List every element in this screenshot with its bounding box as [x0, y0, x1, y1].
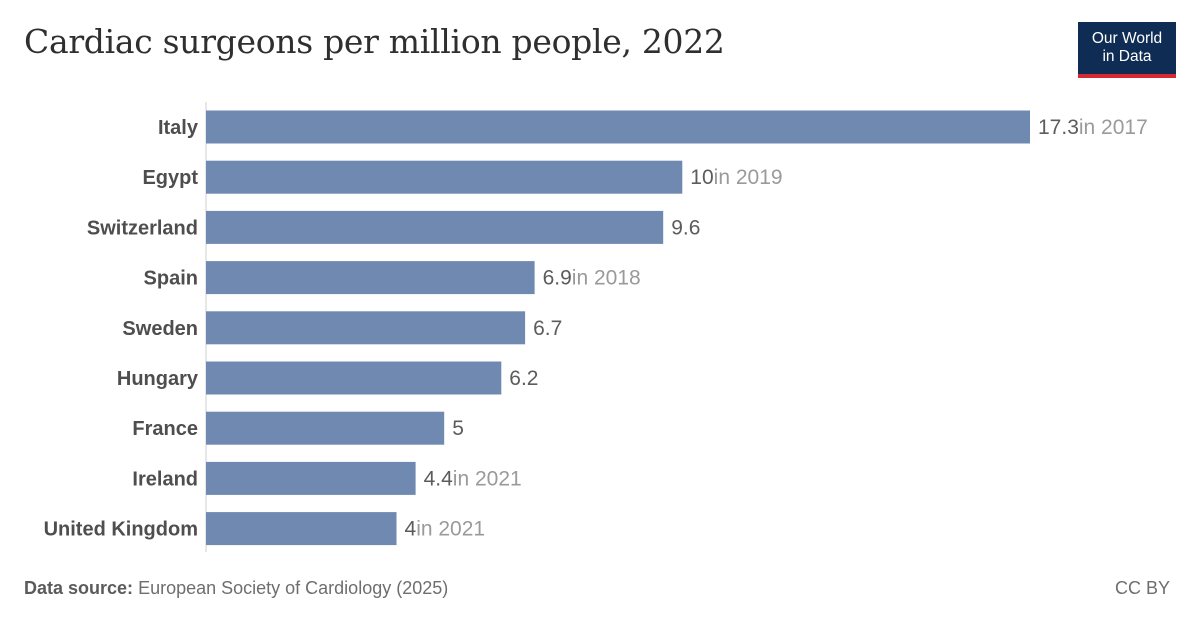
value-label-italy: 17.3in 2017 — [1038, 116, 1148, 139]
value-label-hungary: 6.2 — [509, 367, 538, 390]
owid-logo[interactable]: Our World in Data — [1078, 22, 1176, 78]
chart-title: Cardiac surgeons per million people, 202… — [24, 22, 725, 61]
bar-spain[interactable] — [206, 261, 535, 295]
bar-france[interactable] — [206, 411, 445, 445]
category-label-sweden: Sweden — [122, 318, 198, 340]
logo-line-1: Our World — [1091, 30, 1163, 47]
year-note-egypt: in 2019 — [714, 166, 783, 189]
bar-ireland[interactable] — [206, 461, 416, 495]
value-label-france: 5 — [452, 417, 464, 440]
data-source-text[interactable]: European Society of Cardiology (2025) — [138, 578, 449, 598]
bar-hungary[interactable] — [206, 361, 502, 395]
bar-egypt[interactable] — [206, 160, 683, 194]
bar-switzerland[interactable] — [206, 210, 664, 244]
bar-italy[interactable] — [206, 110, 1030, 144]
bar-sweden[interactable] — [206, 311, 526, 345]
category-label-ireland: Ireland — [132, 468, 198, 490]
year-note-ireland: in 2021 — [453, 467, 522, 490]
data-source: Data source: European Society of Cardiol… — [24, 578, 448, 599]
category-label-egypt: Egypt — [142, 167, 198, 189]
value-label-sweden: 6.7 — [533, 317, 562, 340]
value-label-spain: 6.9in 2018 — [543, 267, 641, 290]
category-label-switzerland: Switzerland — [87, 217, 198, 239]
category-label-united-kingdom: United Kingdom — [44, 519, 198, 541]
category-label-hungary: Hungary — [117, 368, 199, 390]
value-label-egypt: 10in 2019 — [690, 166, 782, 189]
value-label-switzerland: 9.6 — [671, 216, 700, 239]
bars-group: Italy 17.3in 2017 Egypt 10in 2019 Switzerlan… — [44, 110, 1148, 546]
year-note-italy: in 2017 — [1079, 116, 1148, 139]
bar-united-kingdom[interactable] — [206, 512, 397, 546]
category-label-spain: Spain — [144, 268, 198, 290]
year-note-spain: in 2018 — [572, 267, 641, 290]
license-link[interactable]: CC BY — [1114, 578, 1170, 598]
data-source-label: Data source: — [24, 578, 134, 598]
logo-line-2: in Data — [1102, 48, 1152, 65]
value-label-ireland: 4.4in 2021 — [424, 467, 522, 490]
value-label-united-kingdom: 4in 2021 — [405, 518, 486, 541]
year-note-united-kingdom: in 2021 — [416, 518, 485, 541]
category-label-italy: Italy — [158, 117, 199, 139]
category-label-france: France — [132, 418, 198, 440]
